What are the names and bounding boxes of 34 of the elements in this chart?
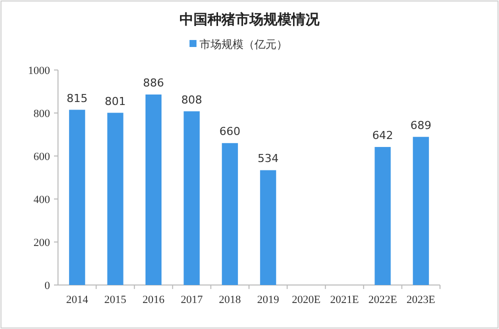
data-label: 689 [410, 118, 432, 132]
bar [184, 111, 200, 285]
data-label: 886 [143, 76, 164, 90]
y-tick-label: 600 [34, 151, 50, 163]
x-tick-label: 2016 [142, 294, 165, 306]
bar [145, 94, 162, 285]
chart-title: 中国种猪市场规模情况 [180, 11, 320, 28]
bar [222, 143, 238, 285]
y-tick-label: 1000 [28, 65, 50, 77]
x-tick-label: 2017 [180, 294, 204, 306]
y-tick-label: 400 [34, 194, 50, 206]
y-tick-label: 0 [44, 280, 50, 292]
x-tick-label: 2022E [368, 294, 398, 306]
x-tick-label: 2014 [66, 294, 89, 306]
data-label: 801 [104, 94, 126, 108]
data-label: 815 [66, 92, 88, 105]
y-tick-label: 800 [34, 108, 50, 120]
data-label: 808 [181, 93, 202, 106]
bar [374, 146, 391, 285]
bar [107, 112, 124, 285]
data-label: 642 [372, 128, 394, 142]
x-tick-label: 2023E [406, 294, 436, 306]
x-tick-label: 2019 [257, 294, 280, 306]
bar [412, 136, 429, 285]
x-tick-label: 2015 [104, 294, 127, 306]
bar [69, 110, 86, 285]
data-label: 660 [219, 125, 240, 138]
x-tick-label: 2020E [292, 294, 321, 306]
bar [260, 170, 276, 285]
x-tick-label: 2018 [218, 294, 242, 306]
data-label: 534 [258, 152, 279, 166]
x-tick-label: 2021E [330, 294, 360, 306]
y-tick-label: 200 [34, 237, 50, 249]
legend-label: 市场规模（亿元） [200, 38, 288, 51]
